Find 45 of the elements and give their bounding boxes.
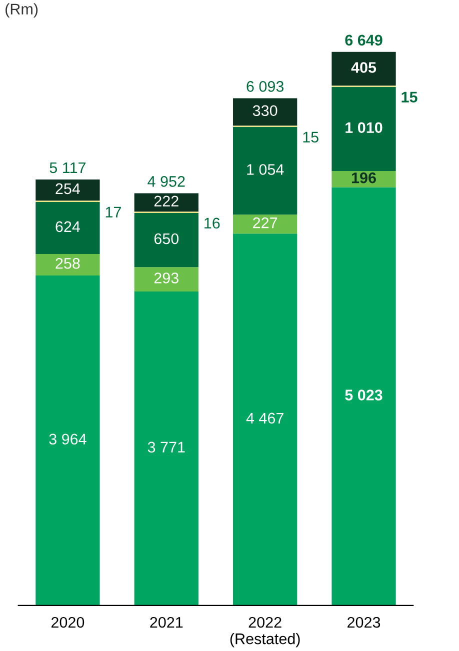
data-label: 15 [303, 132, 318, 143]
bar [134, 213, 198, 268]
bar [36, 202, 100, 254]
bar [332, 86, 396, 171]
data-label: 624 [56, 221, 80, 232]
bar [134, 292, 198, 606]
bar [36, 179, 100, 201]
data-label: 405 [351, 62, 376, 73]
data-label: 3 964 [49, 434, 86, 445]
bar [332, 187, 396, 606]
total-label: 6 093 [246, 81, 284, 92]
bar [332, 52, 396, 86]
bar [36, 254, 100, 276]
data-label: 1 054 [247, 164, 284, 175]
bar [332, 170, 396, 188]
data-label: 4 467 [246, 412, 284, 424]
data-label: 258 [56, 258, 80, 269]
data-label: 1 010 [346, 122, 382, 134]
x-tick-label: 2021 [150, 616, 183, 628]
bar [134, 267, 198, 292]
x-tick-label: 2022 (Restated) [230, 616, 300, 648]
bar [233, 126, 298, 215]
data-label: 227 [253, 217, 278, 228]
data-label: 196 [352, 172, 376, 184]
x-tick-label: 2020 [51, 616, 84, 628]
data-label: 650 [154, 233, 179, 244]
data-label: 293 [154, 272, 178, 284]
bar [233, 234, 298, 606]
y-axis-title: (Rm) [6, 3, 38, 18]
data-label: 254 [56, 183, 80, 194]
bar [134, 193, 198, 212]
data-label: 5 023 [345, 390, 382, 400]
total-label: 6 649 [345, 34, 382, 46]
data-label: 330 [252, 105, 278, 116]
bar [233, 214, 298, 234]
bar [36, 275, 100, 606]
total-label: 5 117 [50, 162, 86, 174]
data-label: 222 [154, 196, 178, 206]
bar [233, 98, 298, 126]
x-tick-label: 2023 [348, 616, 380, 628]
data-label: 16 [204, 218, 220, 229]
data-label: 3 771 [148, 442, 185, 453]
total-label: 4 952 [148, 176, 185, 187]
data-label: 15 [402, 92, 418, 102]
data-label: 17 [106, 206, 121, 218]
